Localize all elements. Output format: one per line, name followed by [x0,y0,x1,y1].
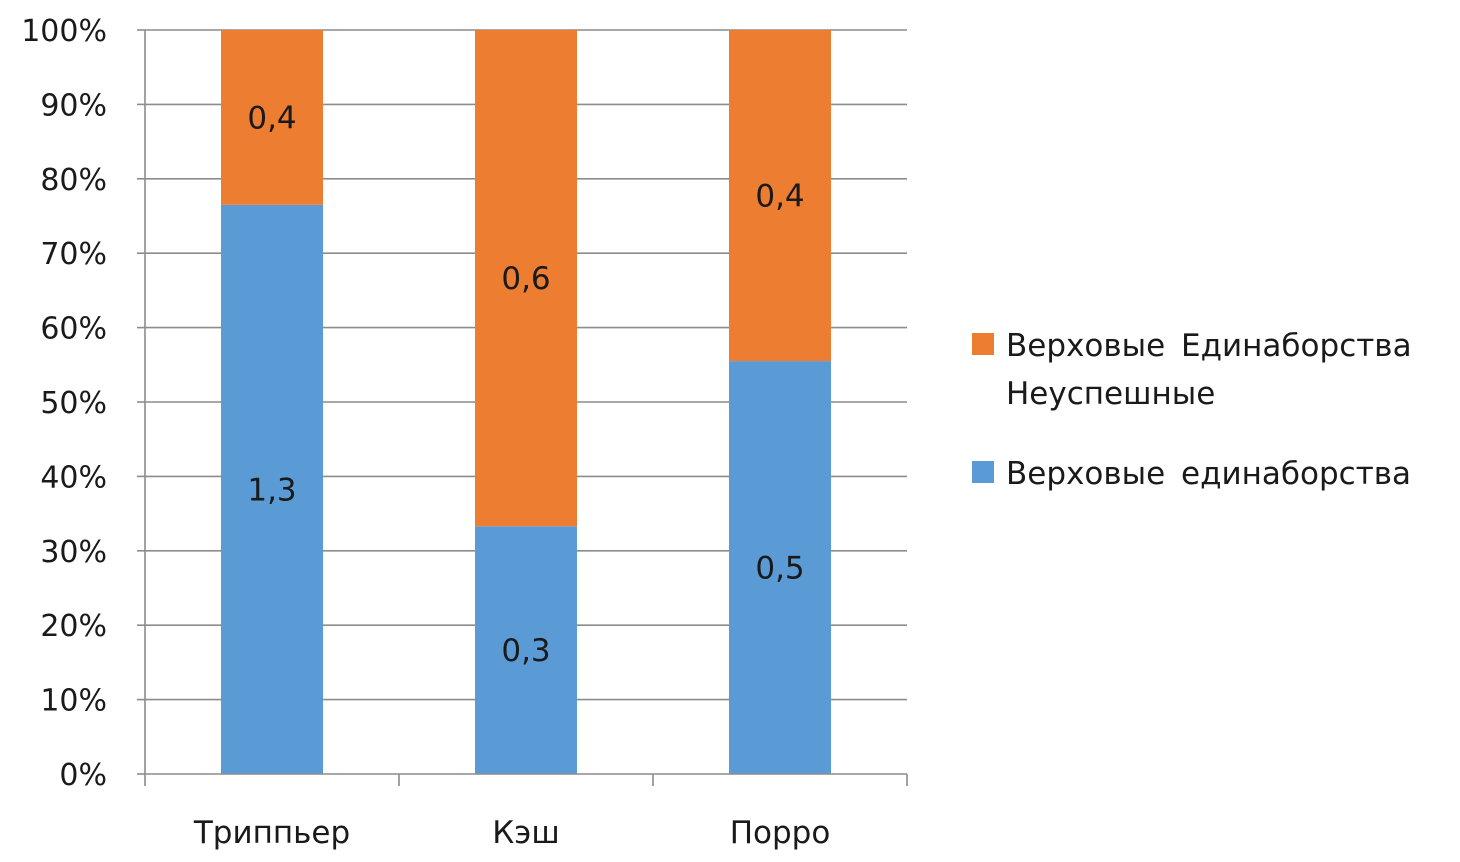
y-tick-label: 70% [40,237,107,272]
data-label-unsuccessful: 0,4 [247,100,296,136]
y-tick-label: 20% [40,609,107,644]
legend-swatch-successful [972,461,994,483]
data-label-successful: 0,5 [755,551,804,587]
bar-segment-successful [729,361,831,774]
y-tick-label: 80% [40,163,107,198]
data-label-unsuccessful: 0,4 [755,179,804,215]
y-tick-label: 40% [40,460,107,495]
y-tick-label: 50% [40,386,107,421]
data-label-successful: 1,3 [247,472,296,508]
legend-label-successful: Верховые единаборства [1006,456,1412,492]
x-category-label: Триппьер [193,815,350,851]
bar-segment-unsuccessful [729,30,831,362]
data-label-unsuccessful: 0,6 [501,261,550,297]
bar-segment-unsuccessful [475,30,577,527]
axes [137,29,908,786]
y-tick-label: 90% [40,88,107,123]
y-tick-label: 100% [21,14,107,49]
legend-item-successful: Верховые единаборства [972,450,1452,498]
labels: 0% 10% 20% 30% 40% 50% 60% 70% 80% 90% 100% 1,3 0,4 Т… [21,14,830,851]
legend-swatch-unsuccessful [972,333,994,355]
y-tick-label: 30% [40,535,107,570]
x-category-label: Кэш [492,815,559,851]
legend-label-unsuccessful: Верховые Единаборства Неуспешные [1006,328,1412,412]
y-tick-label: 0% [59,758,107,793]
data-label-successful: 0,3 [501,633,550,669]
y-tick-label: 60% [40,312,107,347]
bar-segment-unsuccessful [221,30,323,205]
bar-segment-successful [475,526,577,774]
bar-segment-successful [221,204,323,775]
legend: Верховые Единаборства Неуспешные Верховы… [972,322,1452,530]
x-category-label: Порро [730,815,831,851]
legend-item-unsuccessful: Верховые Единаборства Неуспешные [972,322,1452,418]
bars [221,30,831,775]
y-tick-label: 10% [40,684,107,719]
